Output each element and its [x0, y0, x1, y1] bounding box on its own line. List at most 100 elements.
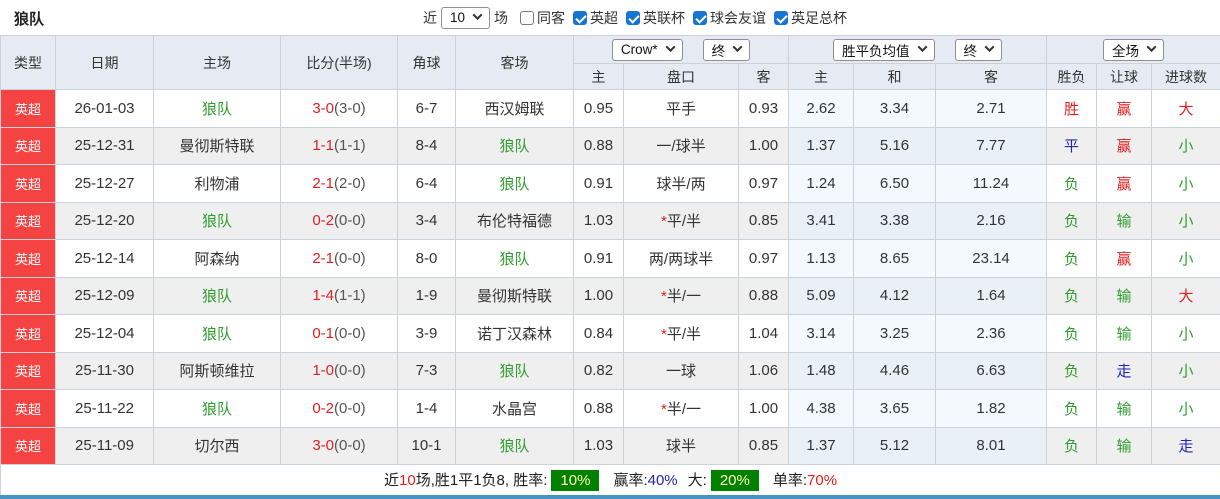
scope-select[interactable]: 全场 [1103, 38, 1165, 61]
home-team[interactable]: 阿斯顿维拉 [153, 351, 281, 390]
handicap-line: *半/一 [623, 389, 739, 428]
bookmaker-select-value: Crow* [620, 42, 658, 57]
avg-away-odds: 2.71 [934, 89, 1048, 128]
league-badge: 英超 [0, 201, 56, 240]
league-filter[interactable]: 英联杯 [618, 8, 685, 28]
home-team[interactable]: 狼队 [153, 314, 281, 353]
away-team[interactable]: 狼队 [455, 351, 574, 390]
col-away: 客场 [455, 35, 574, 90]
corner-count: 3-4 [397, 201, 456, 240]
summary-cell: 近10场,胜1平1负8, 胜率: 10% 赢率:40% 大: 20% 单率:70% [0, 464, 1220, 495]
checkbox-icon[interactable] [573, 10, 588, 25]
score-cell: 0-2(0-0) [280, 201, 398, 240]
league-badge: 英超 [0, 314, 56, 353]
match-result: 负 [1046, 314, 1098, 353]
match-row: 英超 25-12-14 阿森纳 2-1(0-0) 8-0 狼队 0.91 两/两… [0, 239, 1220, 278]
home-team[interactable]: 利物浦 [153, 164, 281, 203]
matches-table: 类型 日期 主场 比分(半场) 角球 客场 Crow* 终 [0, 35, 1220, 495]
goals-result: 小 [1151, 164, 1220, 203]
away-team[interactable]: 狼队 [455, 126, 574, 165]
league-badge: 英超 [0, 351, 56, 390]
away-team[interactable]: 狼队 [455, 164, 574, 203]
goals-result: 大 [1151, 89, 1220, 128]
final-score: 0-2 [312, 212, 334, 230]
home-odds: 0.82 [573, 351, 624, 390]
bookmaker-select[interactable]: Crow* [611, 38, 683, 61]
avg-away-odds: 7.77 [934, 126, 1048, 165]
match-result: 负 [1046, 201, 1098, 240]
match-date: 25-11-09 [55, 426, 154, 465]
league-filter[interactable]: 英足总杯 [766, 8, 847, 28]
match-date: 25-12-27 [55, 164, 154, 203]
matches-label: 场 [494, 9, 509, 26]
home-team[interactable]: 狼队 [153, 389, 281, 428]
col-date: 日期 [55, 35, 154, 90]
profit-rate-value: 40% [647, 472, 678, 489]
league-filter[interactable]: 球会友谊 [685, 8, 766, 28]
home-team[interactable]: 狼队 [153, 89, 281, 128]
league-filter[interactable]: 同客 [512, 8, 565, 28]
checkbox-icon[interactable] [774, 10, 789, 25]
away-team[interactable]: 布伦特福德 [455, 201, 574, 240]
handicap-result: 输 [1096, 389, 1153, 428]
avg-draw-odds: 4.46 [853, 351, 936, 390]
away-odds: 0.93 [738, 89, 789, 128]
match-row: 英超 25-11-30 阿斯顿维拉 1-0(0-0) 7-3 狼队 0.82 一… [0, 351, 1220, 390]
away-odds: 0.97 [738, 239, 789, 278]
match-row: 英超 25-12-04 狼队 0-1(0-0) 3-9 诺丁汉森林 0.84 *… [0, 314, 1220, 353]
league-filter-label: 英超 [590, 9, 619, 26]
avg-type-select[interactable]: 胜平负均值 [833, 38, 935, 61]
goals-result: 小 [1151, 201, 1220, 240]
halftime-score: (0-0) [334, 324, 366, 342]
away-team[interactable]: 曼彻斯特联 [455, 276, 574, 315]
avg-home-odds: 3.41 [788, 201, 854, 240]
home-team[interactable]: 曼彻斯特联 [153, 126, 281, 165]
away-team[interactable]: 水晶宫 [455, 389, 574, 428]
summary-text: 近 [384, 472, 400, 489]
summary-count: 10 [399, 472, 416, 489]
home-team[interactable]: 狼队 [153, 276, 281, 315]
away-team[interactable]: 诺丁汉森林 [455, 314, 574, 353]
league-badge: 英超 [0, 126, 56, 165]
home-odds: 0.91 [573, 239, 624, 278]
handicap-line: 一/球半 [623, 126, 739, 165]
match-result: 负 [1046, 164, 1098, 203]
match-row: 英超 25-12-09 狼队 1-4(1-1) 1-9 曼彻斯特联 1.00 *… [0, 276, 1220, 315]
checkbox-icon[interactable] [626, 10, 641, 25]
avg-home-odds: 1.37 [788, 426, 854, 465]
odds-state-select[interactable]: 终 [702, 38, 751, 61]
handicap-result: 输 [1096, 201, 1153, 240]
league-filter[interactable]: 英超 [565, 8, 618, 28]
match-result: 负 [1046, 239, 1098, 278]
league-badge: 英超 [0, 239, 56, 278]
away-team[interactable]: 西汉姆联 [455, 89, 574, 128]
halftime-score: (1-1) [334, 287, 366, 305]
corner-count: 6-7 [397, 89, 456, 128]
score-cell: 3-0(3-0) [280, 89, 398, 128]
home-team[interactable]: 狼队 [153, 201, 281, 240]
avg-state-select[interactable]: 终 [954, 38, 1003, 61]
final-score: 1-1 [312, 137, 334, 155]
home-team[interactable]: 切尔西 [153, 426, 281, 465]
checkbox-icon[interactable] [693, 10, 708, 25]
col-avg-away: 客 [934, 63, 1048, 90]
home-team[interactable]: 阿森纳 [153, 239, 281, 278]
corner-count: 3-9 [397, 314, 456, 353]
handicap-result: 走 [1096, 351, 1153, 390]
halftime-score: (0-0) [334, 212, 366, 230]
profit-rate-label: 赢率: [613, 472, 648, 489]
match-date: 25-12-14 [55, 239, 154, 278]
checkbox-icon[interactable] [520, 10, 535, 25]
chevron-down-icon [917, 42, 927, 53]
away-team[interactable]: 狼队 [455, 239, 574, 278]
recent-count-select[interactable]: 10 [441, 6, 491, 29]
avg-away-odds: 2.36 [934, 314, 1048, 353]
match-row: 英超 25-11-22 狼队 0-2(0-0) 1-4 水晶宫 0.88 *半/… [0, 389, 1220, 428]
away-team[interactable]: 狼队 [455, 426, 574, 465]
avg-draw-odds: 3.34 [853, 89, 936, 128]
match-result: 负 [1046, 276, 1098, 315]
handicap-line: *平/半 [623, 314, 739, 353]
col-corner: 角球 [397, 35, 456, 90]
chevron-down-icon [1146, 42, 1157, 53]
